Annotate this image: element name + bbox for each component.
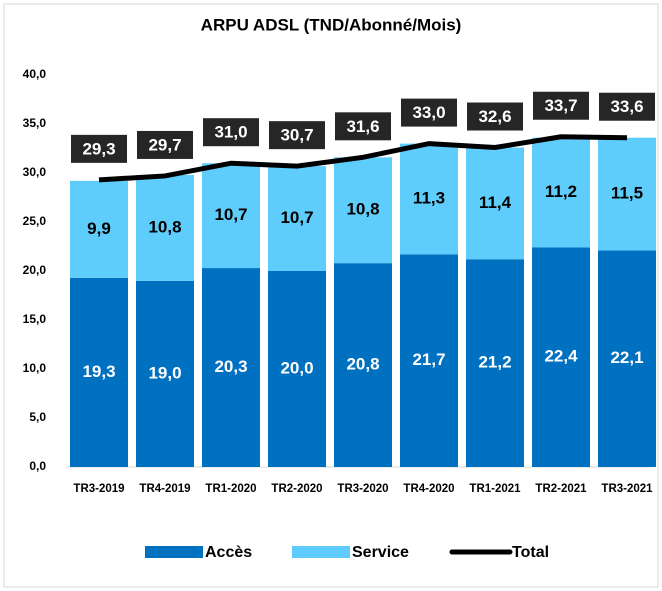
data-label: 21,7 — [412, 350, 445, 369]
data-label-box — [467, 102, 523, 131]
x-tick-label: TR4-2019 — [139, 483, 190, 495]
data-label: 11,5 — [611, 184, 643, 203]
data-label: 31,0 — [214, 123, 247, 142]
data-label-box — [71, 134, 127, 163]
bar-segment — [400, 254, 458, 467]
data-label: 19,0 — [148, 363, 181, 382]
data-label: 19,3 — [82, 362, 115, 381]
data-label: 21,2 — [478, 353, 511, 372]
legend-label: Accès — [205, 544, 252, 561]
bar-segment — [268, 166, 326, 271]
data-label: 11,2 — [545, 182, 577, 201]
bar-segment — [598, 137, 656, 251]
legend-swatch — [292, 546, 350, 558]
total-line — [98, 134, 628, 183]
bar-segment — [202, 163, 260, 269]
data-label: 31,6 — [346, 117, 379, 136]
data-label: 22,4 — [544, 347, 578, 366]
data-label: 10,8 — [148, 217, 181, 236]
data-label: 10,7 — [214, 205, 247, 224]
bar-segment — [136, 174, 194, 281]
y-tick-label: 10,0 — [23, 361, 47, 375]
data-label-box — [401, 98, 457, 127]
y-tick-label: 0,0 — [29, 459, 46, 473]
y-tick-label: 35,0 — [23, 116, 47, 130]
data-label: 33,6 — [610, 97, 643, 116]
y-tick-label: 30,0 — [23, 165, 47, 179]
data-label: 11,3 — [413, 188, 445, 207]
bar-segment — [334, 263, 392, 467]
x-tick-label: TR4-2020 — [403, 483, 454, 495]
x-tick-label: TR3-2020 — [337, 483, 388, 495]
data-label: 9,9 — [87, 219, 111, 238]
bar-segment — [466, 259, 524, 467]
bar-segment — [598, 250, 656, 467]
legend-swatch — [145, 546, 203, 558]
y-tick-label: 5,0 — [29, 410, 46, 424]
data-label: 20,0 — [280, 358, 313, 377]
legend-label: Service — [352, 544, 409, 561]
data-label: 30,7 — [280, 126, 313, 145]
data-label-box — [533, 91, 589, 120]
bar-segment — [334, 157, 392, 264]
data-label-box — [599, 92, 655, 121]
data-label: 32,6 — [478, 107, 511, 126]
bar-segment — [400, 143, 458, 255]
y-tick-label: 40,0 — [23, 67, 47, 81]
chart-title: ARPU ADSL (TND/Abonné/Mois) — [201, 15, 462, 34]
data-label: 11,4 — [479, 193, 512, 212]
bar-segment — [532, 247, 590, 467]
legend-label: Total — [512, 544, 549, 561]
y-tick-label: 20,0 — [23, 263, 47, 277]
y-tick-label: 25,0 — [23, 214, 47, 228]
bar-segment — [532, 137, 590, 248]
x-tick-label: TR2-2021 — [535, 483, 587, 495]
data-label: 33,0 — [412, 103, 445, 122]
x-tick-label: TR3-2019 — [73, 483, 124, 495]
data-label-box — [203, 118, 259, 147]
bar-segment — [466, 147, 524, 260]
bar-segment — [202, 268, 260, 467]
data-label: 29,7 — [148, 135, 181, 154]
data-label: 20,3 — [214, 357, 247, 376]
data-label-box — [269, 121, 325, 150]
bar-segment — [70, 277, 128, 467]
x-tick-label: TR2-2020 — [271, 483, 322, 495]
x-tick-label: TR1-2020 — [205, 483, 256, 495]
bar-segment — [268, 271, 326, 467]
data-label: 22,1 — [610, 348, 643, 367]
y-tick-label: 15,0 — [23, 312, 47, 326]
data-label: 33,7 — [544, 96, 577, 115]
data-label: 10,7 — [280, 208, 313, 227]
data-label-box — [137, 130, 193, 159]
bar-segment — [70, 180, 128, 278]
bar-segment — [136, 280, 194, 467]
data-label-box — [335, 112, 391, 141]
data-label: 29,3 — [82, 139, 115, 158]
x-tick-label: TR1-2021 — [469, 483, 521, 495]
data-label: 10,8 — [346, 200, 379, 219]
x-tick-label: TR3-2021 — [601, 483, 653, 495]
data-label: 20,8 — [346, 355, 379, 374]
